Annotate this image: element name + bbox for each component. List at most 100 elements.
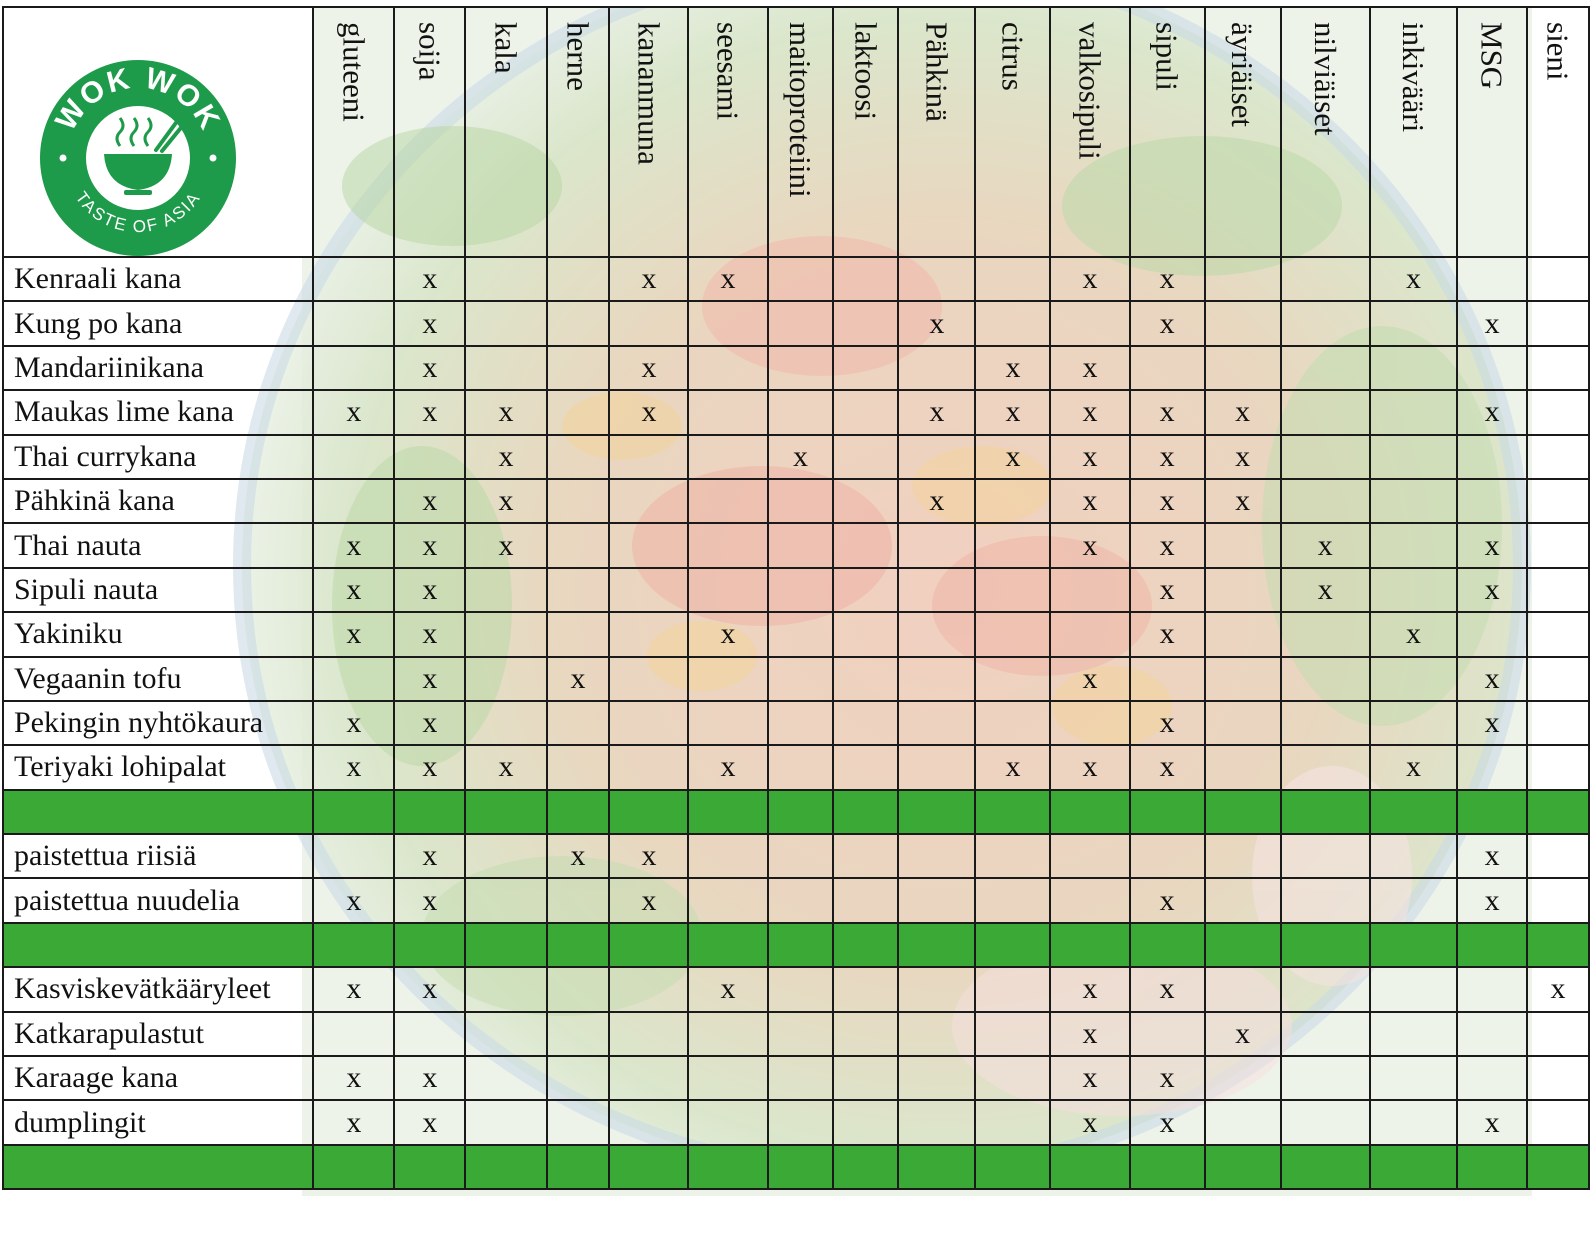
- divider-cell: [1279, 788, 1371, 836]
- dish-name: dumplingit: [1, 1099, 315, 1146]
- cell-msg: [1456, 344, 1529, 392]
- cell-seesami: [687, 1099, 769, 1146]
- column-header-nilviaiset: nilviäiset: [1279, 6, 1371, 258]
- cell-herne: [545, 699, 611, 747]
- cell-laktoosi: [832, 389, 900, 436]
- allergen-table: WOK WOK TASTE OF ASIA: [1, 6, 1590, 1191]
- cell-sipuli: x: [1128, 566, 1206, 614]
- cell-valkosipuli: x: [1049, 433, 1131, 480]
- cell-msg: x: [1456, 389, 1529, 436]
- cell-pahkina: [897, 1055, 977, 1102]
- cell-valkosipuli: x: [1049, 966, 1131, 1013]
- column-header-label: citrus: [995, 22, 1031, 91]
- table-row: Kung po kana x x x x: [1, 300, 1590, 347]
- cell-inkivaari: x: [1368, 744, 1459, 791]
- cell-citrus: [974, 300, 1052, 347]
- cell-kala: x: [464, 744, 548, 791]
- cell-kananmuna: x: [608, 877, 690, 924]
- cell-sipuli: [1128, 1010, 1206, 1058]
- cell-gluteeni: [312, 655, 396, 702]
- cell-msg: [1456, 433, 1529, 480]
- cell-sipuli: x: [1128, 877, 1206, 924]
- cell-msg: x: [1456, 877, 1529, 924]
- divider-cell: [312, 1143, 396, 1191]
- cell-valkosipuli: [1049, 877, 1131, 924]
- cell-valkosipuli: x: [1049, 1055, 1131, 1102]
- dish-name: Vegaanin tofu: [1, 655, 315, 702]
- column-header-label: valkosipuli: [1072, 22, 1108, 160]
- cell-laktoosi: [832, 833, 900, 880]
- divider-cell: [1456, 921, 1529, 969]
- table-row: Thai nauta x x x x x x x: [1, 522, 1590, 569]
- cell-seesami: [687, 833, 769, 880]
- cell-inkivaari: x: [1368, 255, 1459, 303]
- column-header-pahkina: Pähkinä: [897, 6, 977, 258]
- cell-citrus: [974, 833, 1052, 880]
- divider-cell: [1203, 921, 1282, 969]
- cell-sieni: [1526, 344, 1590, 392]
- cell-seesami: [687, 566, 769, 614]
- cell-citrus: [974, 877, 1052, 924]
- cell-msg: [1456, 1010, 1529, 1058]
- cell-sipuli: x: [1128, 1055, 1206, 1102]
- cell-herne: [545, 566, 611, 614]
- cell-ayriaiset: [1203, 611, 1282, 658]
- divider-cell: [608, 1143, 690, 1191]
- cell-sipuli: x: [1128, 611, 1206, 658]
- divider-cell: [1128, 921, 1206, 969]
- cell-inkivaari: [1368, 966, 1459, 1013]
- cell-kala: [464, 566, 548, 614]
- cell-sieni: [1526, 699, 1590, 747]
- cell-maitoproteiini: [766, 477, 835, 525]
- cell-soija: x: [393, 1055, 467, 1102]
- cell-inkivaari: [1368, 433, 1459, 480]
- cell-citrus: [974, 522, 1052, 569]
- divider-cell: [832, 921, 900, 969]
- cell-kananmuna: [608, 433, 690, 480]
- divider-cell: [464, 1143, 548, 1191]
- column-header-ayriaiset: äyriäiset: [1203, 6, 1282, 258]
- cell-seesami: x: [687, 611, 769, 658]
- divider-cell: [974, 1143, 1052, 1191]
- column-header-kananmuna: kananmuna: [608, 6, 690, 258]
- cell-citrus: [974, 477, 1052, 525]
- dish-name: Pähkinä kana: [1, 477, 315, 525]
- header-row: WOK WOK TASTE OF ASIA: [1, 6, 1590, 258]
- cell-gluteeni: x: [312, 566, 396, 614]
- cell-laktoosi: [832, 255, 900, 303]
- cell-valkosipuli: x: [1049, 522, 1131, 569]
- cell-pahkina: x: [897, 300, 977, 347]
- cell-inkivaari: [1368, 877, 1459, 924]
- cell-nilviaiset: [1279, 966, 1371, 1013]
- divider-cell: [1368, 1143, 1459, 1191]
- cell-ayriaiset: [1203, 344, 1282, 392]
- table-row: Kasviskevätkääryleet x x x x x x: [1, 966, 1590, 1013]
- cell-kala: [464, 611, 548, 658]
- cell-laktoosi: [832, 1099, 900, 1146]
- divider-cell: [687, 788, 769, 836]
- column-header-inkivaari: inkivääri: [1368, 6, 1459, 258]
- cell-valkosipuli: x: [1049, 255, 1131, 303]
- cell-gluteeni: x: [312, 1099, 396, 1146]
- cell-valkosipuli: x: [1049, 744, 1131, 791]
- cell-herne: [545, 1099, 611, 1146]
- cell-pahkina: [897, 433, 977, 480]
- cell-gluteeni: [312, 300, 396, 347]
- column-header-seesami: seesami: [687, 6, 769, 258]
- divider-cell: [393, 921, 467, 969]
- column-header-citrus: citrus: [974, 6, 1052, 258]
- cell-nilviaiset: [1279, 344, 1371, 392]
- column-header-label: soija: [412, 22, 448, 81]
- cell-valkosipuli: x: [1049, 344, 1131, 392]
- column-header-label: nilviäiset: [1307, 22, 1343, 136]
- divider-cell: [464, 921, 548, 969]
- cell-kala: x: [464, 522, 548, 569]
- cell-kananmuna: [608, 655, 690, 702]
- cell-sipuli: [1128, 344, 1206, 392]
- divider-cell: [1279, 921, 1371, 969]
- cell-gluteeni: x: [312, 1055, 396, 1102]
- cell-citrus: x: [974, 344, 1052, 392]
- divider-cell: [766, 788, 835, 836]
- cell-herne: x: [545, 833, 611, 880]
- cell-soija: x: [393, 300, 467, 347]
